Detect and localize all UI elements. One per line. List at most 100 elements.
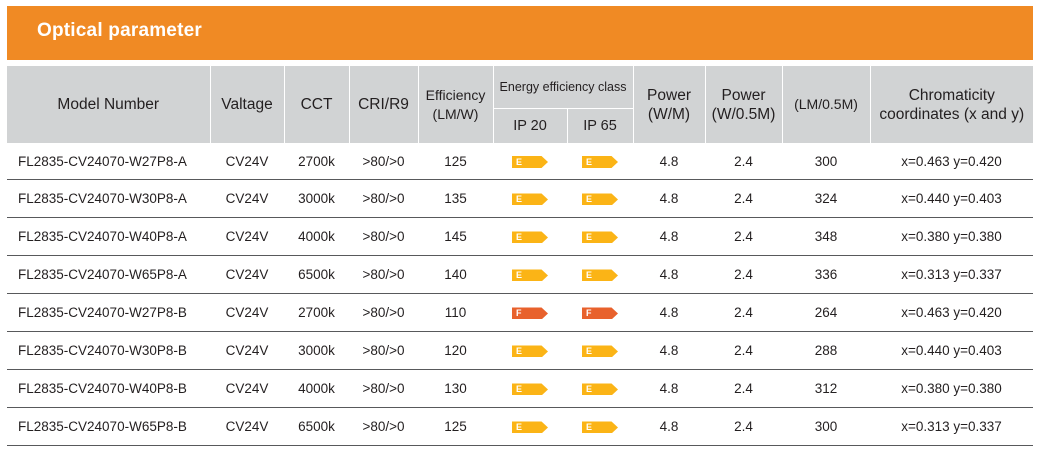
- energy-class-letter: E: [586, 346, 593, 357]
- cell-ip20: F: [493, 293, 567, 332]
- cell-chromaticity: x=0.313 y=0.337: [870, 255, 1034, 294]
- cell-ip65: E: [567, 407, 634, 446]
- header-chroma-line2: coordinates (x and y): [879, 105, 1025, 123]
- table-row: FL2835-CV24070-W27P8-A CV24V 2700k >80/>0 12…: [7, 143, 1034, 180]
- table-row: FL2835-CV24070-W30P8-B CV24V 3000k >80/>0 12…: [7, 331, 1034, 370]
- table-row: FL2835-CV24070-W30P8-A CV24V 3000k >80/>0 13…: [7, 179, 1034, 218]
- cell-cct: 3000k: [284, 331, 349, 370]
- cell-efficiency: 125: [418, 143, 493, 180]
- cell-chromaticity: x=0.380 y=0.380: [870, 217, 1034, 256]
- header-chromaticity: Chromaticity coordinates (x and y): [869, 66, 1034, 143]
- energy-class-letter: F: [586, 308, 592, 319]
- energy-class-badge: E: [512, 193, 548, 206]
- header-power: Power (W/M): [632, 66, 706, 143]
- cell-ip65: E: [567, 255, 634, 294]
- energy-class-badge: E: [512, 383, 548, 396]
- cell-cct: 6500k: [284, 407, 349, 446]
- header-power-line2: (W/M): [647, 105, 691, 123]
- cell-lumen: 336: [782, 255, 871, 294]
- cell-ip20: E: [493, 255, 567, 294]
- section-title: Optical parameter: [37, 20, 202, 41]
- optical-parameter-table: Model Number Valtage CCT CRI/R9 Efficien…: [7, 66, 1034, 446]
- energy-class-badge: E: [512, 345, 548, 358]
- cell-power-half: 2.4: [705, 369, 783, 408]
- cell-chromaticity: x=0.463 y=0.420: [870, 143, 1034, 180]
- header-model: Model Number: [7, 66, 211, 143]
- section-title-bar: Optical parameter: [7, 6, 1033, 60]
- cell-ip65: E: [567, 331, 634, 370]
- cell-voltage: CV24V: [210, 407, 284, 446]
- cell-cri: >80/>0: [349, 331, 418, 370]
- cell-power-half: 2.4: [705, 217, 783, 256]
- header-energy-class: Energy efficiency class: [492, 66, 634, 109]
- cell-voltage: CV24V: [210, 179, 284, 218]
- energy-class-letter: E: [586, 232, 593, 243]
- header-cct: CCT: [283, 66, 350, 143]
- cell-power: 4.8: [633, 217, 706, 256]
- table-row: FL2835-CV24070-W27P8-B CV24V 2700k >80/>0 11…: [7, 293, 1034, 332]
- cell-model: FL2835-CV24070-W30P8-A: [7, 179, 210, 218]
- cell-chromaticity: x=0.440 y=0.403: [870, 179, 1034, 218]
- cell-cri: >80/>0: [349, 179, 418, 218]
- cell-chromaticity: x=0.380 y=0.380: [870, 369, 1034, 408]
- cell-cri: >80/>0: [349, 293, 418, 332]
- cell-power-half: 2.4: [705, 255, 783, 294]
- header-efficiency: Efficiency (LM/W): [417, 66, 494, 143]
- cell-model: FL2835-CV24070-W40P8-B: [7, 369, 210, 408]
- energy-class-badge: E: [582, 155, 618, 168]
- cell-cct: 6500k: [284, 255, 349, 294]
- energy-class-badge: E: [512, 231, 548, 244]
- cell-power-half: 2.4: [705, 331, 783, 370]
- energy-class-badge: E: [512, 155, 548, 168]
- cell-lumen: 264: [782, 293, 871, 332]
- cell-model: FL2835-CV24070-W65P8-A: [7, 255, 210, 294]
- cell-model: FL2835-CV24070-W27P8-A: [7, 143, 210, 180]
- cell-efficiency: 110: [418, 293, 493, 332]
- header-efficiency-line2: (LM/W): [432, 105, 479, 122]
- cell-power: 4.8: [633, 293, 706, 332]
- energy-class-badge: F: [582, 307, 618, 320]
- header-power-half-line1: Power: [721, 86, 766, 104]
- energy-class-letter: E: [586, 194, 593, 205]
- header-efficiency-line1: Efficiency: [425, 86, 486, 103]
- energy-class-letter: E: [586, 422, 593, 433]
- cell-power: 4.8: [633, 179, 706, 218]
- energy-class-letter: E: [516, 194, 523, 205]
- cell-power: 4.8: [633, 255, 706, 294]
- energy-class-letter: E: [516, 422, 523, 433]
- energy-class-letter: E: [516, 346, 523, 357]
- cell-chromaticity: x=0.463 y=0.420: [870, 293, 1034, 332]
- cell-model: FL2835-CV24070-W27P8-B: [7, 293, 210, 332]
- header-ip65: IP 65: [566, 108, 634, 143]
- cell-power-half: 2.4: [705, 293, 783, 332]
- cell-ip65: E: [567, 369, 634, 408]
- cell-ip65: E: [567, 143, 634, 180]
- cell-efficiency: 120: [418, 331, 493, 370]
- energy-class-badge: E: [582, 193, 618, 206]
- cell-ip65: E: [567, 179, 634, 218]
- cell-efficiency: 140: [418, 255, 493, 294]
- cell-ip20: E: [493, 407, 567, 446]
- cell-lumen: 300: [782, 407, 871, 446]
- energy-class-letter: E: [586, 270, 593, 281]
- cell-cct: 2700k: [284, 293, 349, 332]
- cell-voltage: CV24V: [210, 255, 284, 294]
- cell-power: 4.8: [633, 369, 706, 408]
- cell-cri: >80/>0: [349, 217, 418, 256]
- header-voltage: Valtage: [209, 66, 285, 143]
- energy-class-letter: F: [516, 308, 522, 319]
- cell-cri: >80/>0: [349, 369, 418, 408]
- energy-class-badge: E: [582, 345, 618, 358]
- cell-lumen: 312: [782, 369, 871, 408]
- cell-ip20: E: [493, 143, 567, 180]
- energy-class-letter: E: [516, 156, 523, 167]
- cell-lumen: 324: [782, 179, 871, 218]
- cell-cct: 2700k: [284, 143, 349, 180]
- cell-voltage: CV24V: [210, 143, 284, 180]
- cell-lumen: 348: [782, 217, 871, 256]
- cell-power-half: 2.4: [705, 143, 783, 180]
- energy-class-letter: E: [586, 384, 593, 395]
- header-power-half-line2: (W/0.5M): [711, 105, 776, 123]
- energy-class-letter: E: [516, 384, 523, 395]
- cell-voltage: CV24V: [210, 293, 284, 332]
